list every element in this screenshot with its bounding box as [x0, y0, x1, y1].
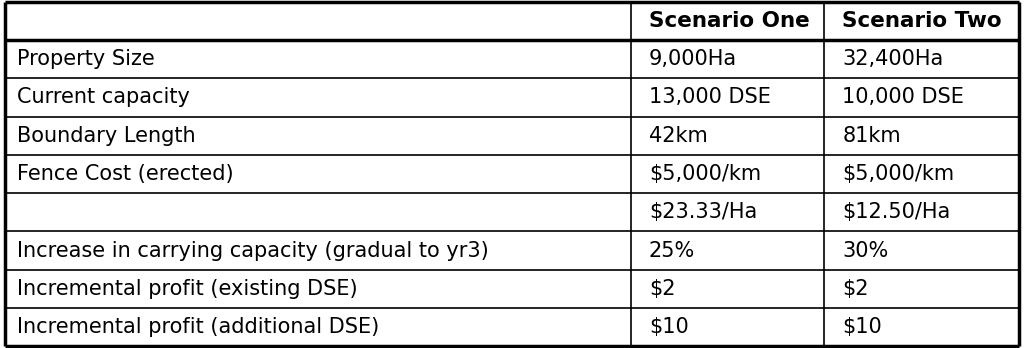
Text: Boundary Length: Boundary Length — [17, 126, 196, 146]
Text: 13,000 DSE: 13,000 DSE — [649, 87, 771, 108]
Bar — [824, 117, 1019, 155]
Bar — [631, 155, 824, 193]
Text: 9,000Ha: 9,000Ha — [649, 49, 737, 69]
Text: 30%: 30% — [843, 240, 889, 261]
Text: $23.33/Ha: $23.33/Ha — [649, 202, 757, 222]
Bar — [5, 117, 631, 155]
Bar — [5, 308, 631, 346]
Bar — [824, 231, 1019, 270]
Bar — [631, 117, 824, 155]
Text: $2: $2 — [649, 279, 676, 299]
Text: $10: $10 — [649, 317, 688, 337]
Bar — [824, 40, 1019, 78]
Bar — [824, 193, 1019, 231]
Text: Incremental profit (additional DSE): Incremental profit (additional DSE) — [17, 317, 380, 337]
Bar — [631, 78, 824, 117]
Text: $5,000/km: $5,000/km — [843, 164, 954, 184]
Bar — [631, 270, 824, 308]
Text: $12.50/Ha: $12.50/Ha — [843, 202, 950, 222]
Bar — [631, 2, 824, 40]
Bar — [5, 270, 631, 308]
Bar — [824, 270, 1019, 308]
Text: 10,000 DSE: 10,000 DSE — [843, 87, 965, 108]
Text: Property Size: Property Size — [17, 49, 155, 69]
Bar — [824, 78, 1019, 117]
Text: Incremental profit (existing DSE): Incremental profit (existing DSE) — [17, 279, 358, 299]
Text: Fence Cost (erected): Fence Cost (erected) — [17, 164, 233, 184]
Text: 81km: 81km — [843, 126, 901, 146]
Text: $10: $10 — [843, 317, 883, 337]
Bar — [824, 308, 1019, 346]
Bar — [5, 78, 631, 117]
Bar — [5, 2, 631, 40]
Bar — [824, 2, 1019, 40]
Bar — [824, 155, 1019, 193]
Bar — [631, 40, 824, 78]
Text: Scenario Two: Scenario Two — [843, 11, 1002, 31]
Bar — [5, 40, 631, 78]
Text: 32,400Ha: 32,400Ha — [843, 49, 944, 69]
Text: Current capacity: Current capacity — [17, 87, 190, 108]
Text: Scenario One: Scenario One — [649, 11, 810, 31]
Bar — [631, 308, 824, 346]
Text: 25%: 25% — [649, 240, 695, 261]
Bar — [631, 193, 824, 231]
Bar — [5, 193, 631, 231]
Text: $5,000/km: $5,000/km — [649, 164, 761, 184]
Text: 42km: 42km — [649, 126, 708, 146]
Bar — [5, 231, 631, 270]
Bar — [631, 231, 824, 270]
Text: Increase in carrying capacity (gradual to yr3): Increase in carrying capacity (gradual t… — [17, 240, 489, 261]
Text: $2: $2 — [843, 279, 869, 299]
Bar — [5, 155, 631, 193]
